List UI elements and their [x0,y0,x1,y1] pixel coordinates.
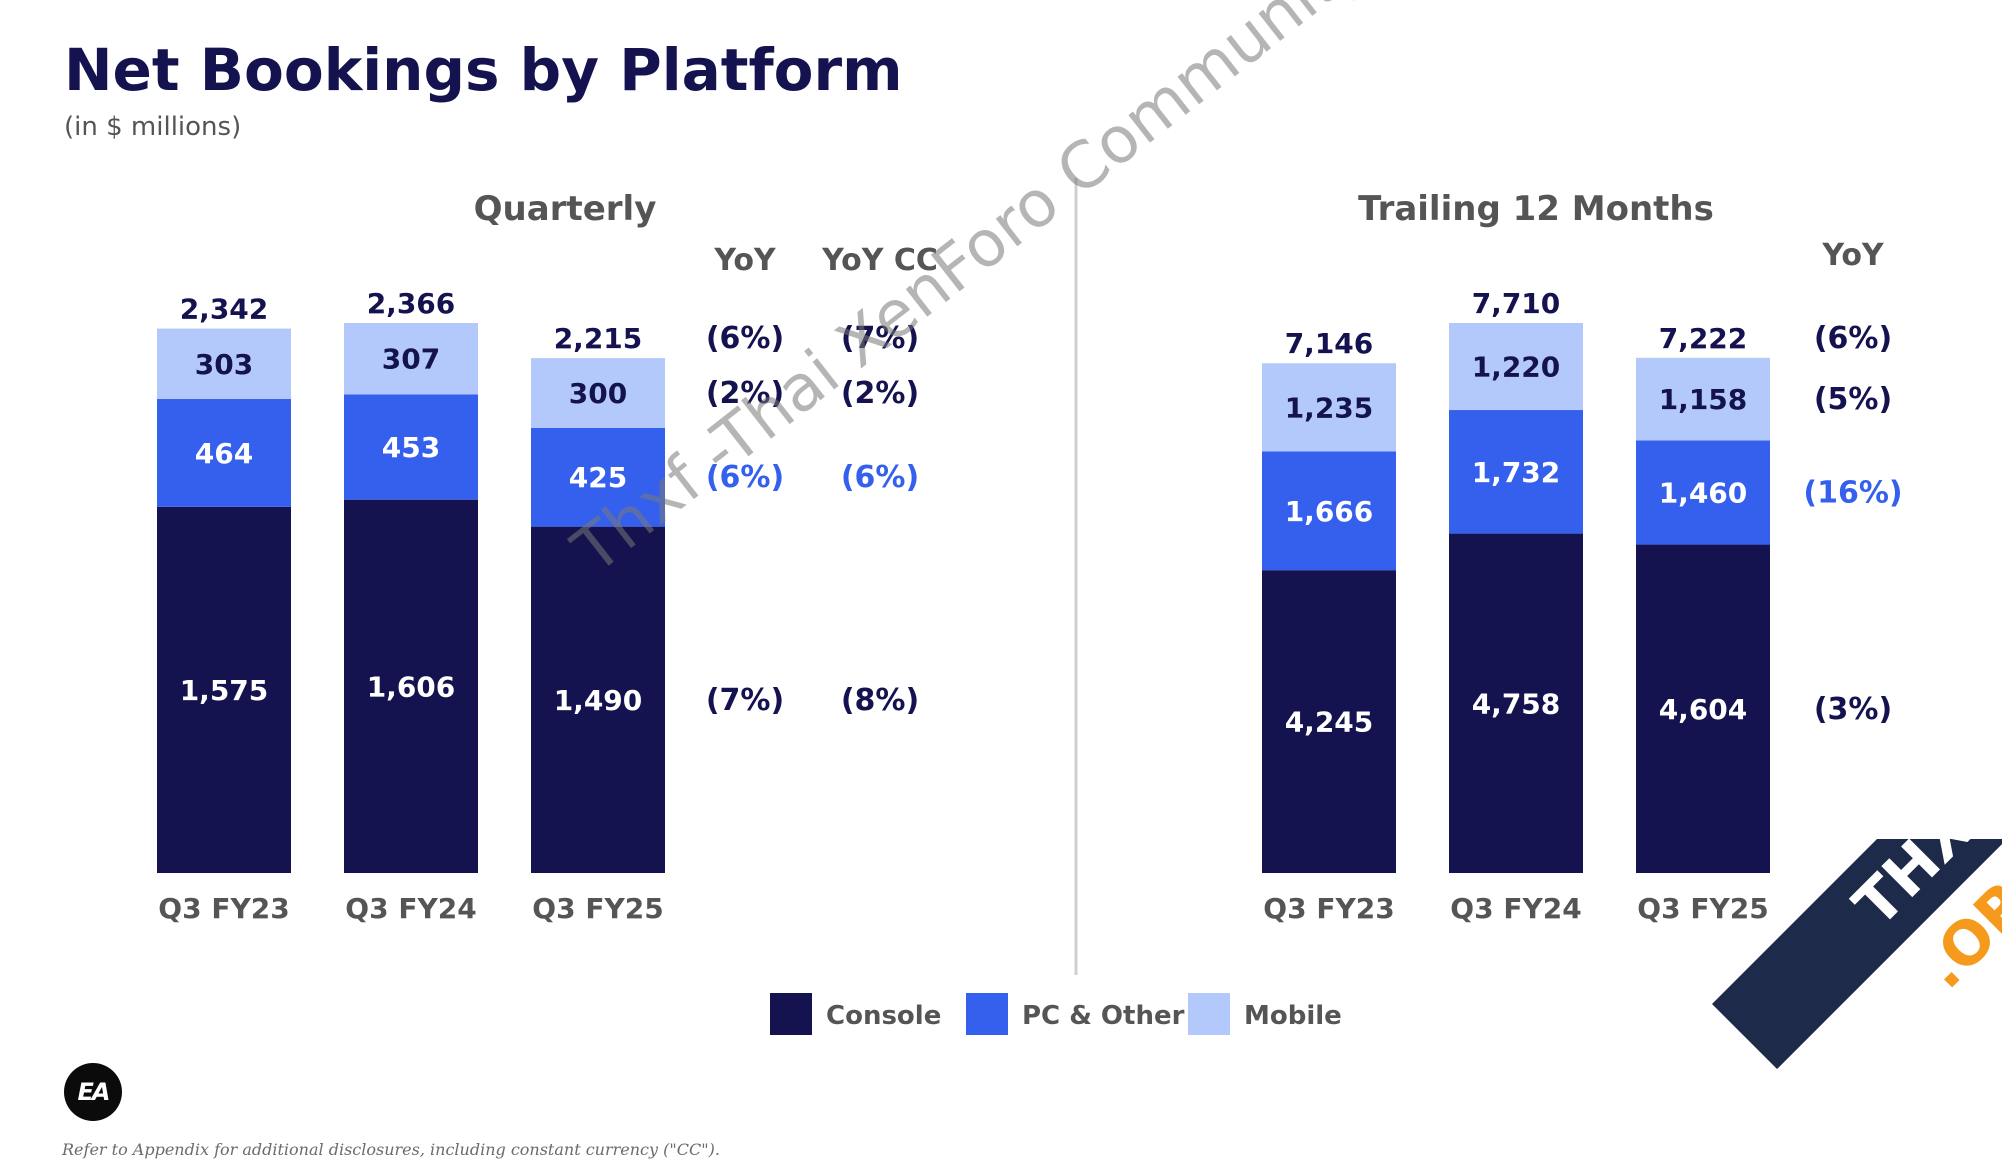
data-label-pc-and-other: 453 [382,431,440,464]
ea-logo: EA [64,1063,122,1121]
yoy-value-total: (6%) [1814,321,1892,356]
yoy-value-mobile: (5%) [1814,382,1892,417]
bar-pc-and-other [344,394,478,500]
bar-console [1449,533,1583,873]
ea-logo-text: EA [77,1078,111,1106]
x-tick-label: Q3 FY25 [532,892,663,925]
total-label: 2,215 [554,322,643,355]
yoy-header: YoY [1821,238,1885,273]
total-label: 7,146 [1285,327,1374,360]
data-label-console: 4,245 [1285,706,1374,739]
bar-console [531,526,665,873]
data-label-pc-and-other: 425 [569,461,627,494]
data-label-pc-and-other: 1,460 [1659,476,1748,509]
data-label-pc-and-other: 1,732 [1472,456,1561,489]
x-tick-label: Q3 FY24 [1450,892,1581,925]
bar-console [1262,570,1396,873]
x-tick-label: Q3 FY23 [1263,892,1394,925]
yoy-value-console: (8%) [841,683,919,718]
data-label-console: 4,758 [1472,687,1561,720]
bar-mobile [1262,363,1396,452]
yoy-value-total: (7%) [841,321,919,356]
bar-pc-and-other [1449,410,1583,534]
total-label: 2,366 [367,287,456,320]
bar-console [157,506,291,873]
data-label-pc-and-other: 464 [195,437,253,470]
panel-title: Trailing 12 Months [1358,189,1714,229]
bar-mobile [157,328,291,400]
yoy-value-mobile: (2%) [706,376,784,411]
data-label-mobile: 307 [382,343,440,376]
yoy-header: YoY CC [821,243,938,278]
panel-quarterly: Quarterly 1,575 464 303 2,342 Q3 FY23 1,606 453… [157,189,938,925]
legend-label-mobile: Mobile [1244,1001,1342,1031]
data-label-mobile: 1,235 [1285,391,1374,424]
data-label-mobile: 303 [195,348,253,381]
bar-mobile [1449,323,1583,411]
x-tick-label: Q3 FY23 [158,892,289,925]
yoy-value-total: (6%) [706,321,784,356]
bar-mobile [344,323,478,395]
yoy-value-console: (7%) [706,683,784,718]
page-title: Net Bookings by Platform [64,36,903,104]
data-label-console: 1,490 [554,684,643,717]
legend-swatch-mobile [1188,993,1230,1035]
data-label-mobile: 1,158 [1659,383,1748,416]
panel-trailing-12-months: Trailing 12 Months 4,245 1,666 1,235 7,146 Q3… [1262,189,1903,925]
bar-pc-and-other [157,399,291,507]
bar-pc-and-other [531,427,665,527]
chart-legend: Console PC & Other Mobile [770,993,1342,1035]
thxf-corner-badge: THXF .ORG [1672,839,2002,1169]
legend-label-console: Console [826,1001,941,1031]
data-label-console: 4,604 [1659,693,1748,726]
yoy-value-pc-and-other: (6%) [841,460,919,495]
data-label-mobile: 300 [569,377,627,410]
bar-pc-and-other [1636,440,1770,545]
bar-console [344,499,478,873]
bar-console [1636,544,1770,873]
total-label: 7,222 [1659,322,1748,355]
legend-swatch-pc-and-other [966,993,1008,1035]
yoy-value-pc-and-other: (16%) [1803,475,1902,510]
page-subtitle: (in $ millions) [64,112,241,142]
x-tick-label: Q3 FY25 [1637,892,1768,925]
yoy-value-mobile: (2%) [841,376,919,411]
yoy-header: YoY [713,243,777,278]
bar-pc-and-other [1262,451,1396,571]
legend-label-pc-and-other: PC & Other [1022,1001,1185,1031]
data-label-pc-and-other: 1,666 [1285,495,1374,528]
yoy-value-pc-and-other: (6%) [706,460,784,495]
bar-mobile [1636,357,1770,441]
data-label-console: 1,575 [180,674,269,707]
total-label: 2,342 [180,293,269,326]
data-label-mobile: 1,220 [1472,351,1561,384]
total-label: 7,710 [1472,287,1561,320]
footer-disclaimer: Refer to Appendix for additional disclos… [62,1140,720,1159]
panel-title: Quarterly [474,189,657,229]
yoy-value-console: (3%) [1814,692,1892,727]
x-tick-label: Q3 FY24 [345,892,476,925]
data-label-console: 1,606 [367,670,456,703]
bar-mobile [531,358,665,428]
legend-swatch-console [770,993,812,1035]
